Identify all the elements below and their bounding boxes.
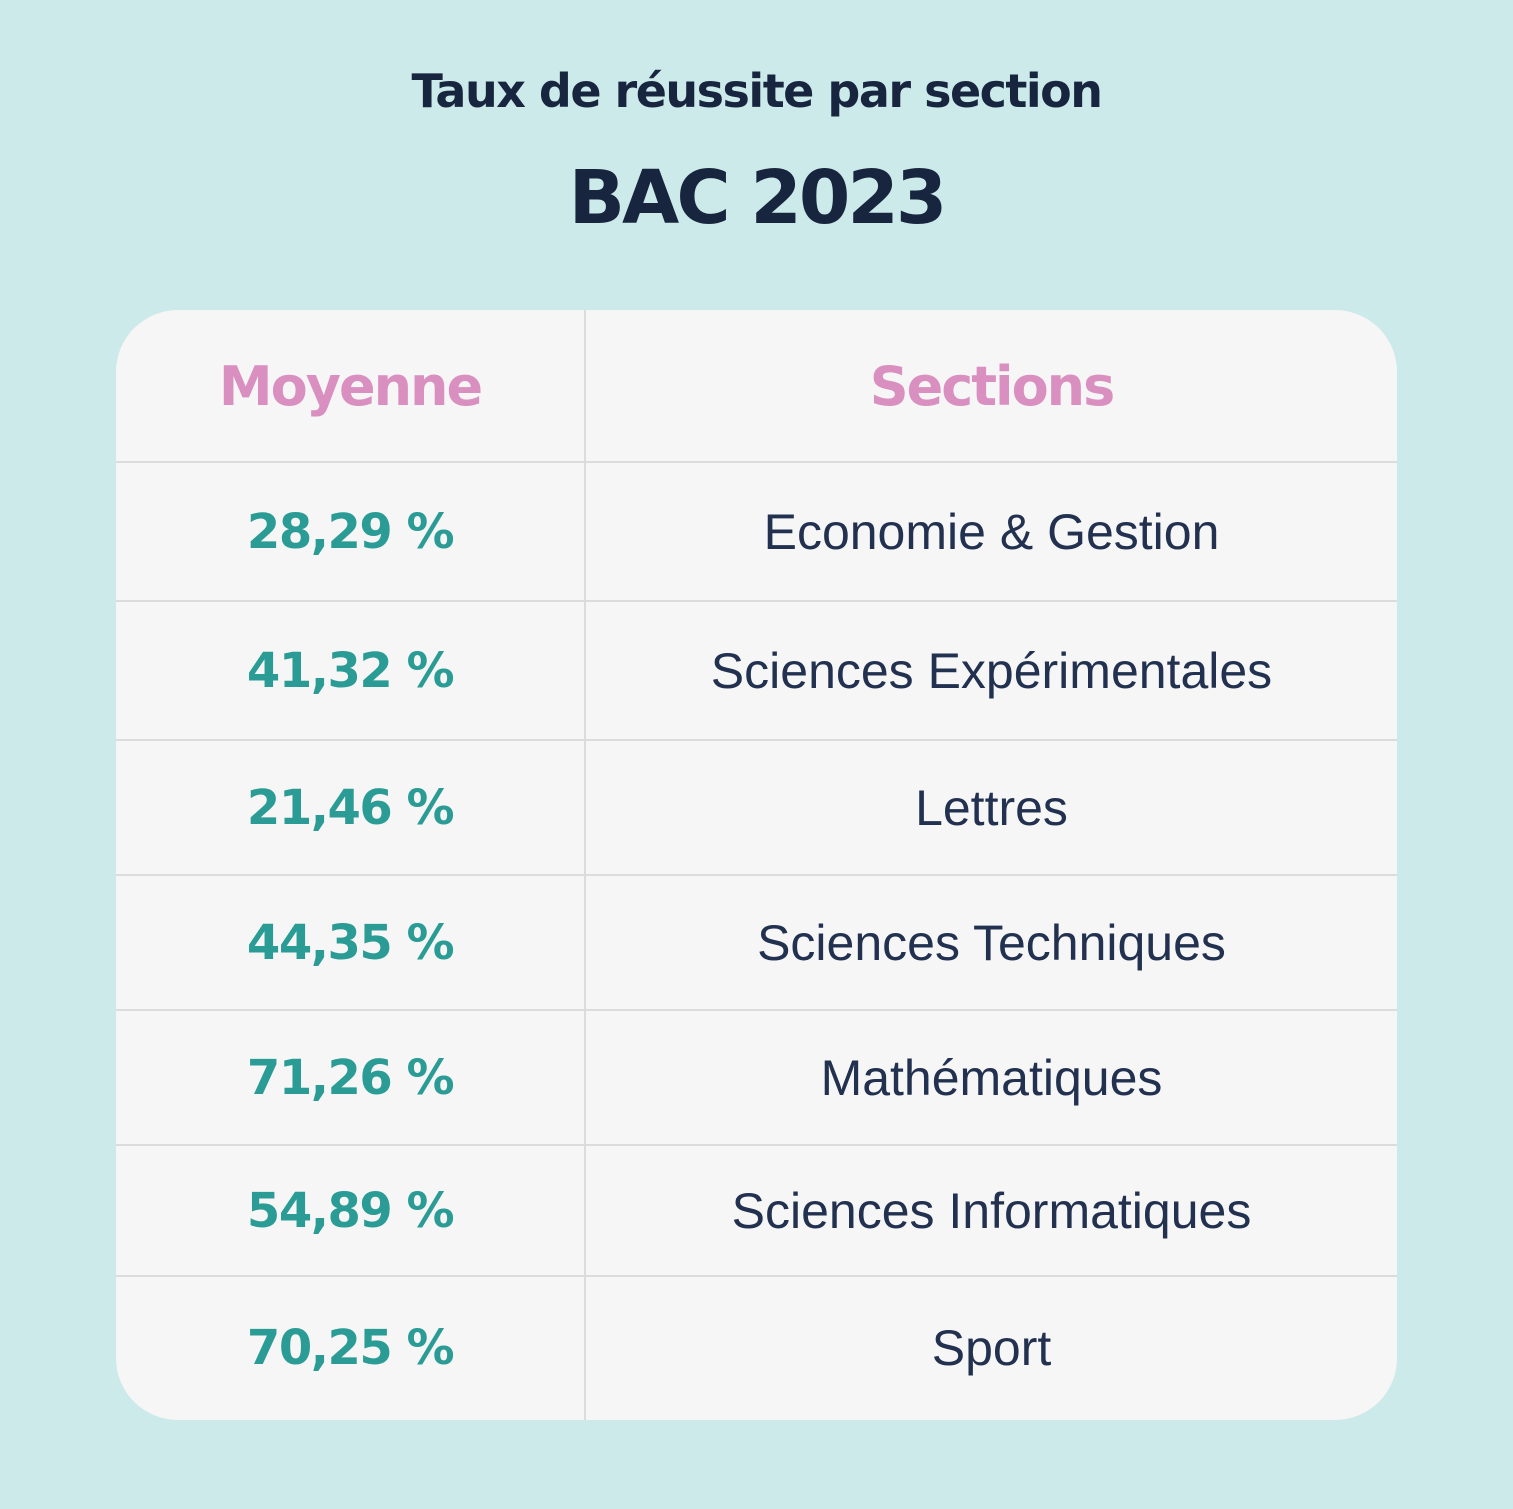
page-title: Taux de réussite par section xyxy=(411,64,1103,118)
column-header-moyenne: Moyenne xyxy=(218,354,483,418)
table-cell-moyenne: 54,89 % xyxy=(116,1145,584,1276)
moyenne-value: 54,89 % xyxy=(246,1182,455,1239)
moyenne-value: 71,26 % xyxy=(246,1049,455,1106)
row-divider xyxy=(116,1144,1397,1146)
table-cell-section: Lettres xyxy=(586,740,1397,875)
row-divider xyxy=(116,600,1397,602)
page-subtitle: BAC 2023 xyxy=(568,155,948,241)
table-cell-section: Sciences Informatiques xyxy=(586,1145,1397,1276)
column-header-sections: Sections xyxy=(869,354,1116,418)
results-table: Moyenne Sections 28,29 % Economie & Gesti… xyxy=(116,310,1397,1420)
table-cell-moyenne: 41,32 % xyxy=(116,601,584,740)
section-name: Lettres xyxy=(915,779,1068,836)
section-name: Sciences Expérimentales xyxy=(710,642,1273,699)
column-divider xyxy=(584,310,586,1420)
table-cell-section: Sciences Expérimentales xyxy=(586,601,1397,740)
table-cell-moyenne: 28,29 % xyxy=(116,462,584,601)
row-divider xyxy=(116,874,1397,876)
section-name: Economie & Gestion xyxy=(763,503,1220,560)
table-cell-moyenne: 44,35 % xyxy=(116,875,584,1010)
table-cell-section: Economie & Gestion xyxy=(586,462,1397,601)
table-cell-section: Sport xyxy=(586,1276,1397,1420)
row-divider xyxy=(116,1009,1397,1011)
moyenne-value: 44,35 % xyxy=(246,914,455,971)
section-name: Sciences Techniques xyxy=(757,914,1226,971)
moyenne-value: 28,29 % xyxy=(246,503,455,560)
header-cell-sections: Sections xyxy=(586,310,1397,462)
moyenne-value: 41,32 % xyxy=(246,642,455,699)
moyenne-value: 21,46 % xyxy=(246,779,455,836)
section-name: Sciences Informatiques xyxy=(731,1182,1252,1239)
table-cell-moyenne: 21,46 % xyxy=(116,740,584,875)
table-cell-section: Mathématiques xyxy=(586,1010,1397,1145)
section-name: Sport xyxy=(931,1320,1052,1376)
section-name: Mathématiques xyxy=(820,1049,1163,1106)
row-divider xyxy=(116,739,1397,741)
header-cell-moyenne: Moyenne xyxy=(116,310,584,462)
moyenne-value: 70,25 % xyxy=(246,1320,455,1376)
table-cell-moyenne: 70,25 % xyxy=(116,1276,584,1420)
row-divider xyxy=(116,1275,1397,1277)
row-divider xyxy=(116,461,1397,463)
table-cell-section: Sciences Techniques xyxy=(586,875,1397,1010)
table-cell-moyenne: 71,26 % xyxy=(116,1010,584,1145)
